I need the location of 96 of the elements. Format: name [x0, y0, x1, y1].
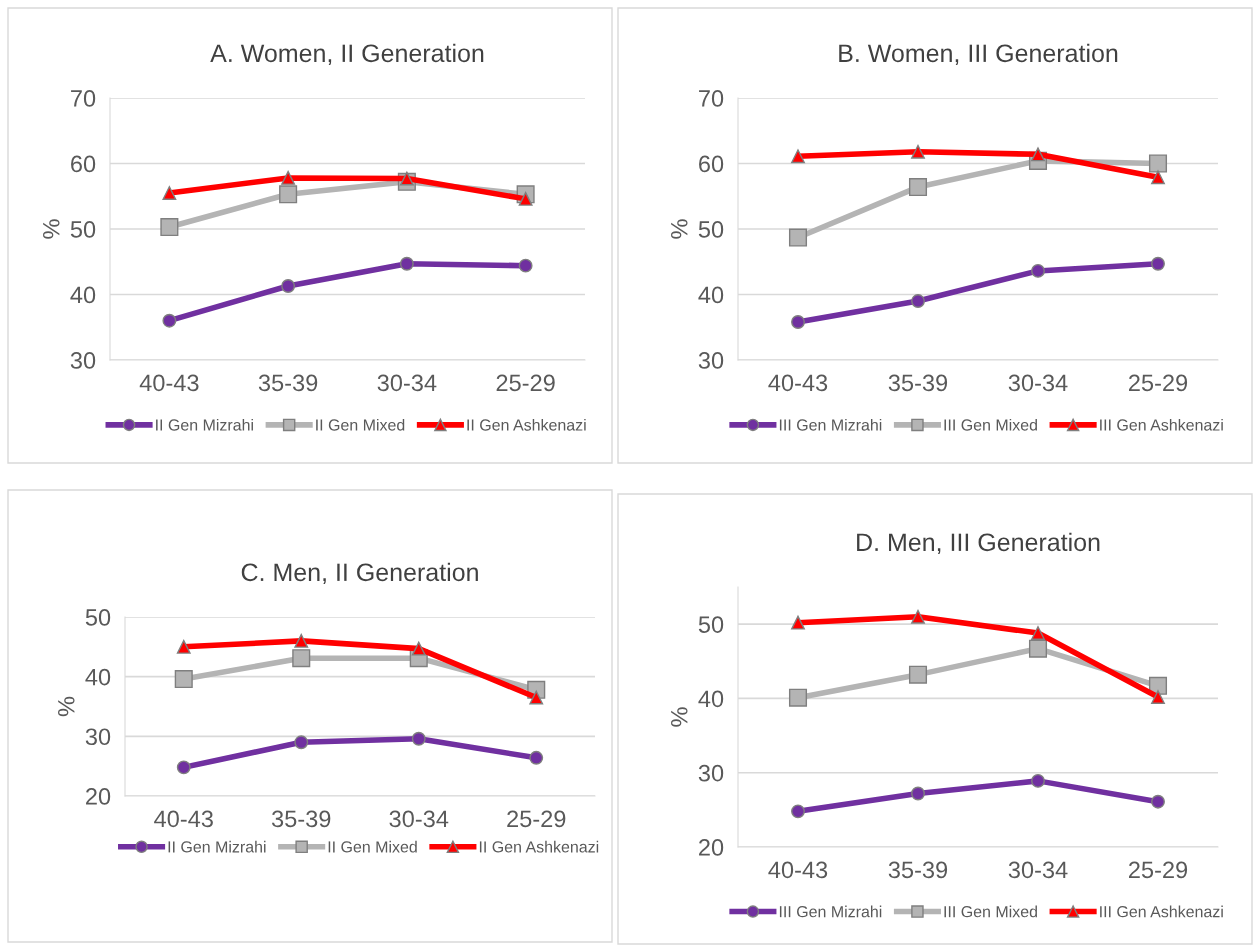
point: [908, 178, 928, 197]
point: [911, 294, 925, 308]
y-axis-title: %: [671, 219, 688, 239]
point: [1151, 689, 1165, 704]
x-tick-label: 25-29: [1129, 861, 1188, 879]
point: [176, 639, 191, 654]
point: [1148, 154, 1168, 173]
legend-label: II Gen Mixed: [316, 418, 405, 431]
point: [1151, 256, 1165, 271]
legend-label: II Gen Ashkenazi: [479, 840, 599, 853]
point: [518, 191, 533, 206]
point: [162, 313, 177, 328]
y-tick-label: 30: [85, 728, 111, 746]
chart-title: D. Men, III Generation: [857, 532, 1100, 555]
y-tick-label: 40: [85, 668, 111, 686]
legend-label: III Gen Ashkenazi: [1100, 905, 1223, 918]
point: [529, 750, 544, 765]
x-tick-label: 25-29: [507, 810, 566, 828]
point: [399, 171, 414, 186]
x-tick-label: 40-43: [139, 374, 199, 392]
point: [292, 649, 311, 668]
x-tick-label: 35-39: [271, 810, 331, 828]
y-tick-label: 20: [86, 788, 111, 805]
point: [1031, 773, 1045, 788]
point: [160, 218, 179, 237]
chart-title: A. Women, II Generation: [210, 43, 484, 66]
legend-label: III Gen Mixed: [944, 905, 1037, 918]
point: [176, 760, 191, 775]
y-tick-label: 60: [71, 155, 96, 173]
x-tick-label: 25-29: [496, 374, 555, 392]
x-tick-label: 35-39: [888, 374, 948, 392]
y-tick-label: 30: [698, 352, 724, 369]
point: [791, 615, 805, 630]
y-axis-title: %: [671, 707, 688, 727]
y-tick-label: 50: [70, 221, 96, 238]
point: [788, 228, 808, 247]
legend-label: III Gen Mizrahi: [779, 418, 882, 431]
point: [911, 144, 925, 159]
point: [908, 665, 928, 684]
point: [518, 258, 533, 273]
point: [411, 731, 426, 746]
y-tick-label: 40: [698, 690, 724, 708]
x-tick-label: 30-34: [1008, 861, 1068, 879]
point: [281, 279, 296, 293]
y-tick-label: 60: [699, 155, 724, 173]
y-tick-label: 70: [699, 90, 724, 107]
point: [529, 690, 544, 705]
legend-label: II Gen Mixed: [328, 840, 417, 853]
legend-label: II Gen Ashkenazi: [467, 418, 586, 431]
point: [911, 786, 925, 801]
y-tick-label: 50: [698, 616, 724, 633]
y-tick-label: 30: [70, 352, 96, 369]
y-tick-label: 70: [71, 90, 96, 107]
y-tick-label: 50: [698, 221, 724, 238]
x-tick-label: 40-43: [768, 374, 828, 392]
x-tick-label: 40-43: [768, 861, 828, 879]
point: [911, 609, 925, 624]
y-axis-title: %: [43, 219, 60, 239]
x-tick-label: 30-34: [377, 374, 437, 392]
x-tick-label: 40-43: [154, 810, 213, 828]
point: [411, 641, 426, 656]
point: [294, 633, 309, 648]
x-tick-label: 25-29: [1129, 374, 1188, 392]
legend-label: III Gen Ashkenazi: [1100, 418, 1223, 431]
point: [788, 688, 808, 707]
x-tick-label: 30-34: [389, 810, 449, 828]
point: [162, 186, 177, 200]
legend-label: III Gen Mixed: [944, 418, 1037, 431]
y-tick-label: 40: [70, 286, 96, 304]
point: [1031, 626, 1045, 641]
point: [791, 315, 805, 329]
point: [399, 256, 414, 271]
x-tick-label: 35-39: [888, 861, 948, 879]
point: [281, 170, 296, 185]
point: [279, 185, 298, 204]
point: [1031, 147, 1045, 162]
chart-title: B. Women, III Generation: [839, 43, 1118, 66]
point: [1028, 639, 1048, 658]
legend-label: II Gen Mizrahi: [168, 840, 266, 853]
y-tick-label: 30: [698, 764, 724, 782]
legend-label: II Gen Mizrahi: [156, 418, 253, 431]
point: [1151, 170, 1165, 185]
x-tick-label: 30-34: [1008, 374, 1068, 392]
point: [1031, 263, 1045, 278]
point: [791, 804, 805, 819]
legend-label: III Gen Mizrahi: [779, 905, 882, 918]
y-tick-label: 40: [698, 286, 724, 304]
point: [791, 149, 805, 164]
point: [174, 670, 193, 689]
y-tick-label: 50: [85, 609, 111, 626]
point: [1151, 794, 1165, 809]
chart-title: C. Men, II Generation: [241, 562, 478, 585]
point: [294, 735, 309, 750]
y-tick-label: 20: [699, 839, 724, 856]
x-tick-label: 35-39: [258, 374, 318, 392]
y-axis-title: %: [58, 696, 75, 717]
